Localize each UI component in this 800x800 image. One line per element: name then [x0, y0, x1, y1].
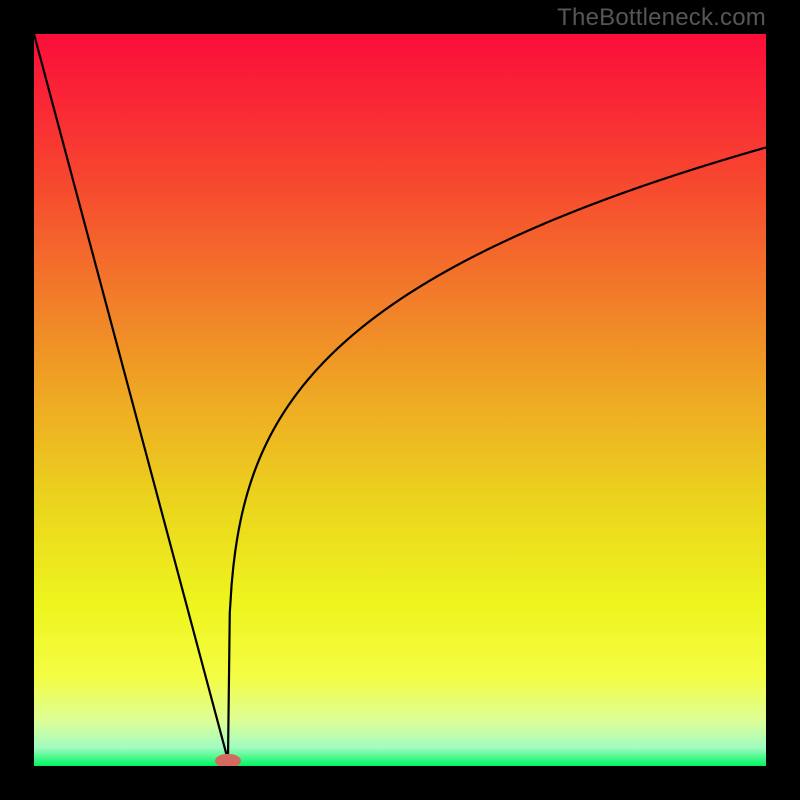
watermark-text: TheBottleneck.com: [557, 4, 766, 32]
chart-container: TheBottleneck.com: [0, 0, 800, 800]
gradient-background: [34, 34, 766, 766]
bottleneck-curve-chart: [34, 34, 766, 766]
